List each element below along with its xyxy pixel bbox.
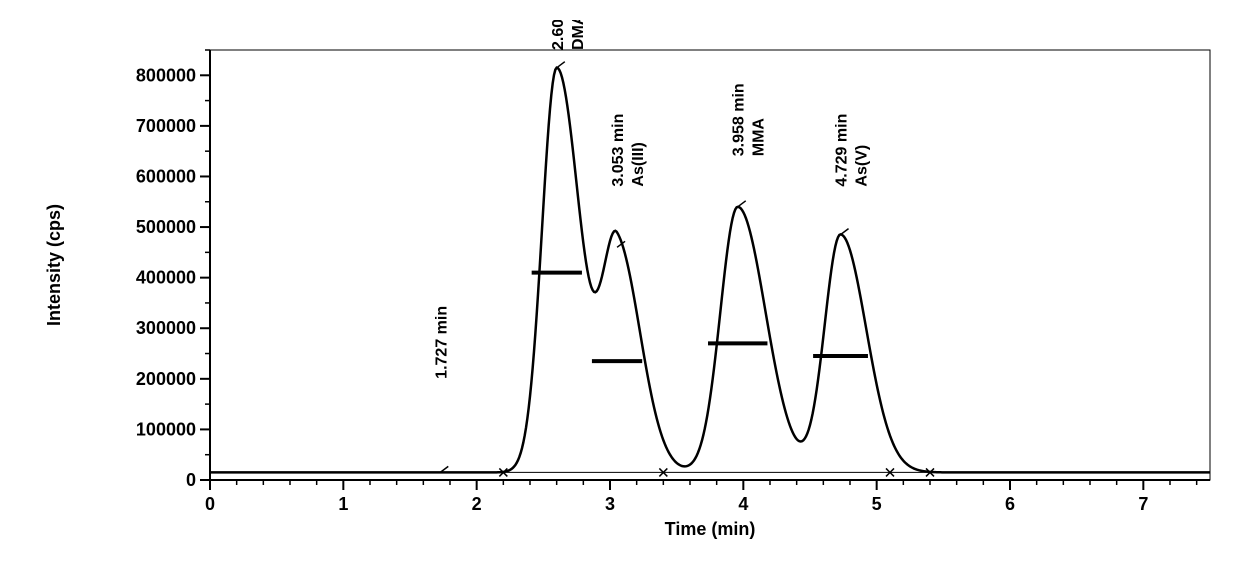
svg-text:2.601 min: 2.601 min xyxy=(550,20,567,50)
svg-text:As(III): As(III) xyxy=(630,142,647,186)
svg-text:7: 7 xyxy=(1138,494,1148,514)
chromatogram-chart: 0 1 2 3 4 5 6 7 Time (min) 0 100000 200000 300000 400… xyxy=(20,20,1239,548)
svg-text:800000: 800000 xyxy=(136,65,196,85)
svg-text:1: 1 xyxy=(338,494,348,514)
svg-text:700000: 700000 xyxy=(136,116,196,136)
svg-text:1.727 min: 1.727 min xyxy=(433,306,450,379)
svg-text:100000: 100000 xyxy=(136,419,196,439)
svg-text:As(V): As(V) xyxy=(854,145,871,187)
svg-text:3.958 min: 3.958 min xyxy=(731,83,748,156)
svg-text:200000: 200000 xyxy=(136,369,196,389)
svg-text:400000: 400000 xyxy=(136,268,196,288)
svg-text:Time (min): Time (min) xyxy=(665,519,756,539)
svg-text:0: 0 xyxy=(205,494,215,514)
chart-svg: 0 1 2 3 4 5 6 7 Time (min) 0 100000 200000 300000 400… xyxy=(20,20,1239,548)
svg-text:Intensity (cps): Intensity (cps) xyxy=(44,204,64,326)
svg-text:4.729 min: 4.729 min xyxy=(834,114,851,187)
svg-text:4: 4 xyxy=(738,494,748,514)
svg-text:3: 3 xyxy=(605,494,615,514)
svg-text:6: 6 xyxy=(1005,494,1015,514)
svg-text:DMA: DMA xyxy=(570,20,587,50)
svg-text:MMA: MMA xyxy=(751,118,768,157)
svg-text:2: 2 xyxy=(472,494,482,514)
svg-text:600000: 600000 xyxy=(136,166,196,186)
svg-text:5: 5 xyxy=(872,494,882,514)
svg-text:3.053 min: 3.053 min xyxy=(610,114,627,187)
svg-text:300000: 300000 xyxy=(136,318,196,338)
svg-text:0: 0 xyxy=(186,470,196,490)
svg-text:500000: 500000 xyxy=(136,217,196,237)
